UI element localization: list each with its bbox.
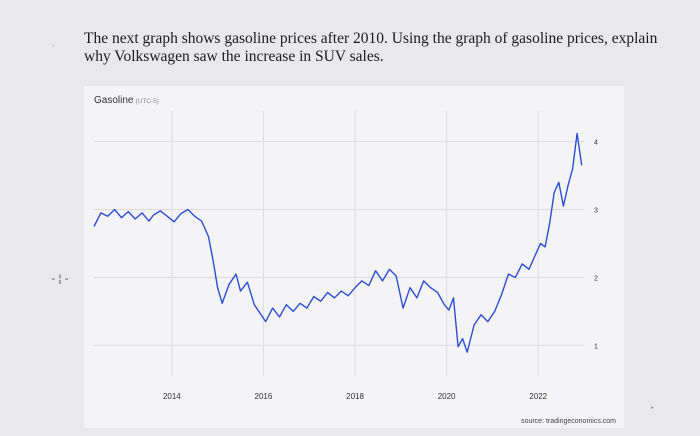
x-tick-label: 2018: [346, 392, 364, 401]
y-tick-label: 4: [594, 140, 598, 147]
x-tick-label: 2014: [163, 392, 181, 401]
x-tick-label: 2016: [255, 392, 273, 401]
question-text: The next graph shows gasoline prices aft…: [84, 30, 658, 66]
y-tick-label: 1: [594, 343, 598, 350]
y-tick-label: 2: [594, 275, 598, 282]
gasoline-chart: Gasoline (UTC-5) 2014 2016 2018 2020 2022 1 2 3 4…: [84, 86, 624, 428]
chart-title-text: Gasoline: [94, 95, 134, 106]
y-tick-label: 3: [594, 208, 598, 215]
bullet-arrow-icon: ›: [52, 41, 56, 50]
chart-title: Gasoline (UTC-5): [94, 95, 159, 106]
chart-source: source: tradingeconomics.com: [521, 418, 616, 425]
x-tick-label: 2022: [529, 392, 547, 401]
question-line-1: The next graph shows gasoline prices aft…: [84, 30, 658, 47]
stray-mark-icon: ▸: [651, 404, 655, 411]
chart-title-unit: (UTC-5): [135, 98, 159, 105]
question-line-2: why Volkswagen saw the increase in SUV s…: [84, 48, 384, 65]
gasoline-price-line: [93, 132, 583, 353]
chart-plot-area: 2014 2016 2018 2020 2022 1 2 3 4: [93, 111, 598, 401]
crosshair-cursor-icon: -¦-: [50, 272, 70, 285]
x-tick-label: 2020: [438, 392, 456, 401]
